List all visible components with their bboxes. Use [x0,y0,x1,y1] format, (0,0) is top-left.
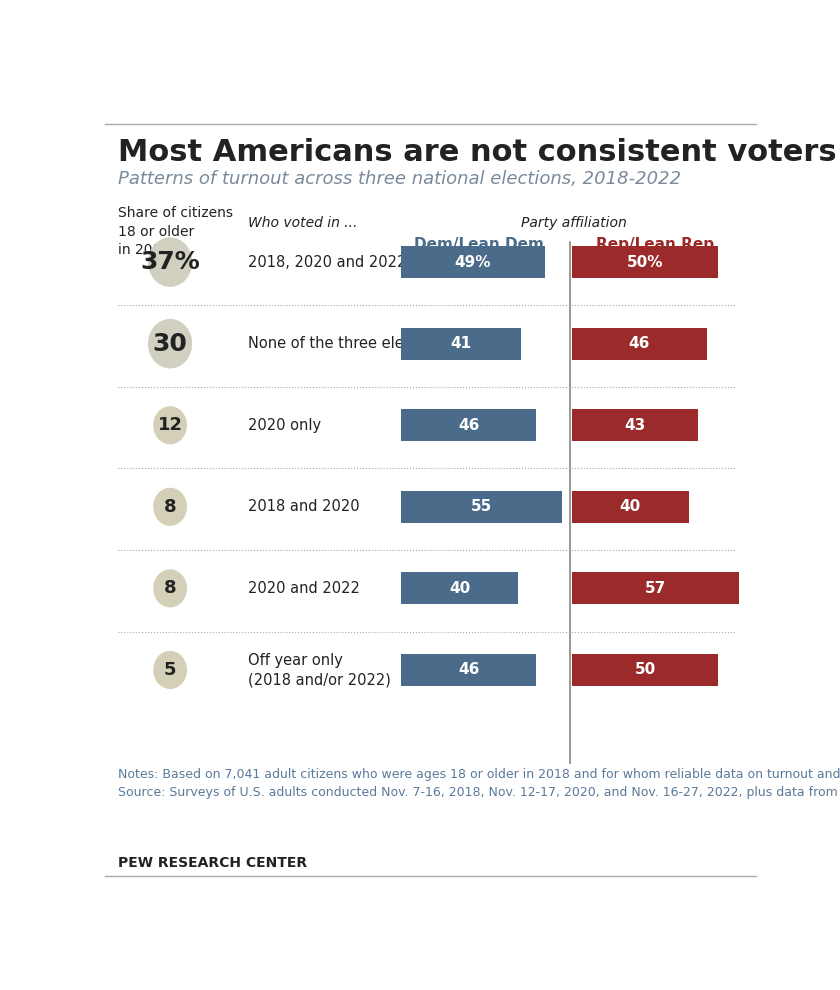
FancyBboxPatch shape [572,409,698,442]
Ellipse shape [153,650,187,689]
Text: 2018 and 2020: 2018 and 2020 [249,499,360,515]
Text: PEW RESEARCH CENTER: PEW RESEARCH CENTER [118,856,307,870]
Text: 30: 30 [153,332,187,355]
Text: Patterns of turnout across three national elections, 2018-2022: Patterns of turnout across three nationa… [118,170,681,188]
FancyBboxPatch shape [402,572,518,604]
Text: 8: 8 [164,579,176,597]
FancyBboxPatch shape [572,491,689,523]
Text: 5: 5 [164,661,176,679]
Ellipse shape [153,569,187,608]
Ellipse shape [148,319,192,368]
FancyBboxPatch shape [402,247,545,278]
Text: 50%: 50% [627,254,664,269]
FancyBboxPatch shape [572,328,706,359]
Text: Dem/Lean Dem: Dem/Lean Dem [414,237,544,252]
Text: Off year only
(2018 and/or 2022): Off year only (2018 and/or 2022) [249,652,391,687]
Text: 2020 and 2022: 2020 and 2022 [249,581,360,596]
Text: Party affiliation: Party affiliation [521,217,627,231]
Text: 40: 40 [620,499,641,515]
Ellipse shape [148,238,192,287]
Text: 49%: 49% [454,254,491,269]
FancyBboxPatch shape [572,572,738,604]
Text: 41: 41 [451,337,472,351]
Text: 46: 46 [628,337,650,351]
Text: 46: 46 [458,662,480,677]
Text: 8: 8 [164,498,176,516]
Text: Who voted in ...: Who voted in ... [249,217,358,231]
FancyBboxPatch shape [402,328,522,359]
Text: Share of citizens
18 or older
in 2018: Share of citizens 18 or older in 2018 [118,207,233,257]
FancyBboxPatch shape [402,654,536,686]
Ellipse shape [153,406,187,445]
Text: 57: 57 [644,581,666,596]
FancyBboxPatch shape [402,409,536,442]
Text: 43: 43 [624,418,645,433]
Text: 50: 50 [634,662,656,677]
FancyBboxPatch shape [572,654,718,686]
Text: Most Americans are not consistent voters: Most Americans are not consistent voters [118,138,837,167]
Text: 2018, 2020 and 2022: 2018, 2020 and 2022 [249,254,407,269]
Text: 40: 40 [449,581,470,596]
Text: 2020 only: 2020 only [249,418,322,433]
Text: Rep/Lean Rep: Rep/Lean Rep [596,237,714,252]
Ellipse shape [153,488,187,526]
Text: Notes: Based on 7,041 adult citizens who were ages 18 or older in 2018 and for w: Notes: Based on 7,041 adult citizens who… [118,768,840,799]
FancyBboxPatch shape [572,247,718,278]
Text: None of the three elections: None of the three elections [249,337,448,351]
Text: 12: 12 [158,416,182,435]
Text: 37%: 37% [140,250,200,274]
Text: 46: 46 [458,418,480,433]
FancyBboxPatch shape [402,491,562,523]
Text: 55: 55 [471,499,492,515]
